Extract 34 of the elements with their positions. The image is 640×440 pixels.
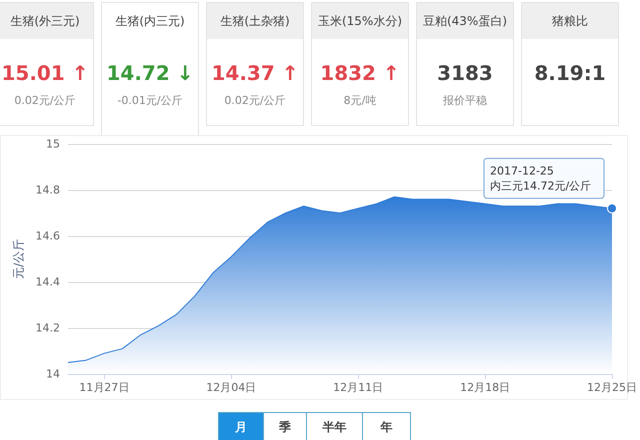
text: 报价平稳 bbox=[442, 93, 488, 108]
text: 8元/吨 bbox=[342, 93, 378, 108]
y-tick-label: 14.4 bbox=[36, 276, 60, 288]
y-tick-label: 14.6 bbox=[36, 230, 60, 242]
x-tick-label: 12月11日 bbox=[333, 381, 384, 394]
x-tick-label: 12月25日 bbox=[587, 381, 638, 394]
y-axis-title: 元/公斤 bbox=[12, 238, 26, 280]
y-tick-label: 14.8 bbox=[36, 184, 60, 196]
category-label: 生猪(外三元) bbox=[0, 3, 93, 39]
text: 0.02元/公斤 bbox=[13, 93, 77, 108]
category-label: 生猪(土杂猪) bbox=[207, 3, 303, 39]
x-tick-label: 12月04日 bbox=[206, 381, 256, 394]
text: 半年 bbox=[306, 412, 363, 440]
category-label: 豆粕(43%蛋白) bbox=[417, 3, 513, 39]
y-tick-label: 15 bbox=[46, 138, 60, 150]
text: -0.01元/公斤 bbox=[116, 93, 184, 108]
text: 14.37 ↑ bbox=[212, 61, 298, 85]
x-tick-label: 12月18日 bbox=[460, 381, 510, 394]
text: 0.02元/公斤 bbox=[223, 93, 287, 108]
y-tick-label: 14.2 bbox=[36, 322, 60, 334]
category-label: 猪粮比 bbox=[522, 3, 618, 39]
text: 3183 bbox=[437, 61, 493, 85]
text: 15.01 ↑ bbox=[2, 61, 88, 85]
category-label: 生猪(内三元) bbox=[102, 3, 198, 39]
y-tick-label: 14 bbox=[46, 368, 60, 380]
x-tick-label: 11月27日 bbox=[79, 381, 130, 394]
text: 14.72 ↓ bbox=[106, 61, 194, 85]
category-label: 玉米(15%水分) bbox=[312, 3, 408, 39]
annotation: 2017-12-25 内三元14.72元/公斤 bbox=[490, 164, 592, 192]
text: 1832 ↑ bbox=[320, 61, 400, 85]
text: 月 bbox=[218, 412, 264, 440]
text: 8.19:1 bbox=[534, 61, 606, 85]
text: 年 bbox=[362, 412, 411, 440]
text: 季 bbox=[263, 412, 307, 440]
